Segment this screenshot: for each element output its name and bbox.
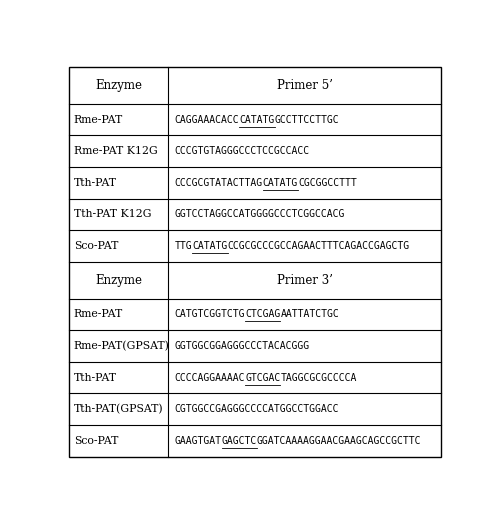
Text: CCCGTGTAGGGCCCTCCGCCACC: CCCGTGTAGGGCCCTCCGCCACC: [175, 146, 310, 156]
Text: CATATG: CATATG: [263, 178, 298, 188]
Text: GCCTTCCTTGC: GCCTTCCTTGC: [274, 115, 339, 125]
Text: Rme-PAT K12G: Rme-PAT K12G: [74, 146, 157, 156]
Text: TTG: TTG: [175, 241, 192, 251]
Text: CATATG: CATATG: [240, 115, 274, 125]
Text: GGTCCTAGGCCATGGGGCCCTCGGCCACG: GGTCCTAGGCCATGGGGCCCTCGGCCACG: [175, 210, 345, 220]
Text: Sco-PAT: Sco-PAT: [74, 436, 118, 446]
Text: GTCGAC: GTCGAC: [245, 373, 280, 383]
Text: CCCGCGTATACTTAG: CCCGCGTATACTTAG: [175, 178, 263, 188]
Text: Enzyme: Enzyme: [95, 79, 142, 92]
Text: Primer 5’: Primer 5’: [276, 79, 333, 92]
Text: CATATG: CATATG: [192, 241, 228, 251]
Text: TAGGCGCGCCCCA: TAGGCGCGCCCCA: [280, 373, 357, 383]
Text: Tth-PAT K12G: Tth-PAT K12G: [74, 210, 151, 220]
Text: CCGCGCCCGCCAGAACTTTCAGACCGAGCTG: CCGCGCCCGCCAGAACTTTCAGACCGAGCTG: [228, 241, 410, 251]
Text: CTCGAG: CTCGAG: [245, 309, 280, 319]
Text: CGCGGCCTTT: CGCGGCCTTT: [298, 178, 357, 188]
Text: AATTATCTGC: AATTATCTGC: [280, 309, 339, 319]
Text: GGTGGCGGAGGGCCCTACACGGG: GGTGGCGGAGGGCCCTACACGGG: [175, 341, 310, 351]
Text: Rme-PAT: Rme-PAT: [74, 115, 123, 125]
Text: GGATCAAAAGGAACGAAGCAGCCGCTTC: GGATCAAAAGGAACGAAGCAGCCGCTTC: [257, 436, 421, 446]
Text: GAAGTGAT: GAAGTGAT: [175, 436, 222, 446]
Text: Enzyme: Enzyme: [95, 274, 142, 286]
Text: CAGGAAACACC: CAGGAAACACC: [175, 115, 240, 125]
Text: Tth-PAT(GPSAT): Tth-PAT(GPSAT): [74, 404, 163, 414]
Text: Sco-PAT: Sco-PAT: [74, 241, 118, 251]
Text: CATGTCGGTCTG: CATGTCGGTCTG: [175, 309, 245, 319]
Text: CGTGGCCGAGGGCCCCATGGCCTGGACC: CGTGGCCGAGGGCCCCATGGCCTGGACC: [175, 404, 339, 414]
Text: Tth-PAT: Tth-PAT: [74, 373, 117, 383]
Text: CCCCAGGAAAAC: CCCCAGGAAAAC: [175, 373, 245, 383]
Text: Rme-PAT(GPSAT): Rme-PAT(GPSAT): [74, 341, 170, 351]
Text: Rme-PAT: Rme-PAT: [74, 309, 123, 319]
Text: Tth-PAT: Tth-PAT: [74, 178, 117, 188]
Text: GAGCTC: GAGCTC: [222, 436, 257, 446]
Text: Primer 3’: Primer 3’: [276, 274, 333, 286]
